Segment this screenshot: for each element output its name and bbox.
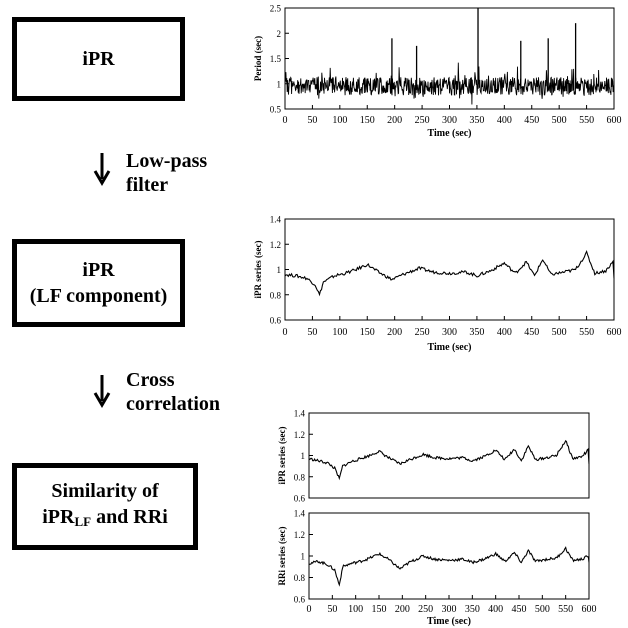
series-line bbox=[308, 546, 590, 587]
x-axis-label: Time (sec) bbox=[428, 342, 472, 353]
x-tick-label: 200 bbox=[395, 604, 410, 615]
x-axis-label: Time (sec) bbox=[427, 616, 471, 627]
x-tick-label: 200 bbox=[387, 327, 402, 338]
ipr-lf-label-1: iPR bbox=[82, 259, 115, 281]
x-tick-label: 550 bbox=[579, 327, 594, 338]
chart-0: 0.5 1 1.5 2 2.5 0 50 100 150 200 250 300 350 400 450 50… bbox=[253, 4, 622, 140]
x-tick-label: 200 bbox=[387, 115, 402, 126]
x-tick-label: 100 bbox=[332, 115, 347, 126]
x-tick-label: 500 bbox=[552, 115, 567, 126]
y-tick-label: 1 bbox=[301, 451, 306, 461]
y-tick-label: 1.2 bbox=[294, 530, 305, 540]
y-tick-label: 0.6 bbox=[294, 494, 306, 504]
step-cross-correlation: Cross correlation bbox=[126, 368, 220, 416]
chart-3: 0.6 0.8 1 1.2 1.4 0 50 100 150 200 250 300 350 400 450… bbox=[277, 509, 597, 628]
similarity-label-1: Similarity of bbox=[51, 480, 159, 502]
y-axis-label: iPR series (sec) bbox=[253, 241, 263, 299]
y-tick-label: 2.5 bbox=[270, 4, 282, 14]
x-tick-label: 250 bbox=[418, 604, 433, 615]
y-axis-label: iPR series (sec) bbox=[277, 427, 287, 485]
x-tick-label: 350 bbox=[465, 604, 480, 615]
ipr-lf-label-2: (LF component) bbox=[29, 285, 168, 307]
x-tick-label: 450 bbox=[524, 115, 539, 126]
series-line bbox=[284, 62, 615, 105]
x-tick-label: 100 bbox=[348, 604, 363, 615]
ipr-lf-box: iPR (LF component) bbox=[12, 239, 185, 327]
y-tick-label: 0.8 bbox=[294, 573, 306, 583]
plot-frame bbox=[308, 412, 590, 499]
x-tick-label: 300 bbox=[442, 115, 457, 126]
similarity-ipr: iPR bbox=[42, 506, 75, 528]
x-tick-label: 0 bbox=[307, 604, 312, 615]
step-low-pass-line2: filter bbox=[126, 174, 169, 196]
x-tick-label: 500 bbox=[552, 327, 567, 338]
plot-frame bbox=[308, 512, 590, 600]
x-tick-label: 150 bbox=[372, 604, 387, 615]
y-tick-label: 0.8 bbox=[270, 290, 282, 300]
x-tick-label: 400 bbox=[497, 115, 512, 126]
y-tick-label: 1 bbox=[277, 79, 282, 89]
x-tick-label: 400 bbox=[488, 604, 503, 615]
step-cross-line2: correlation bbox=[126, 393, 221, 415]
x-tick-label: 50 bbox=[307, 115, 317, 126]
chart-2: 0.6 0.8 1 1.2 1.4 iPR series (sec) bbox=[277, 409, 590, 504]
y-tick-label: 1 bbox=[301, 552, 306, 562]
similarity-sub: LF bbox=[74, 514, 92, 529]
x-tick-label: 250 bbox=[415, 327, 430, 338]
ipr-box: iPR bbox=[12, 17, 185, 101]
x-tick-label: 50 bbox=[327, 604, 337, 615]
y-tick-label: 0.8 bbox=[294, 472, 306, 482]
x-tick-label: 600 bbox=[607, 327, 622, 338]
x-tick-label: 450 bbox=[524, 327, 539, 338]
y-tick-label: 1.4 bbox=[270, 215, 282, 225]
y-tick-label: 1.5 bbox=[270, 54, 282, 64]
x-tick-label: 300 bbox=[442, 327, 457, 338]
x-tick-label: 300 bbox=[442, 604, 457, 615]
similarity-rri: and RRi bbox=[91, 506, 168, 528]
step-cross-line1: Cross bbox=[126, 369, 175, 391]
x-tick-label: 550 bbox=[579, 115, 594, 126]
x-tick-label: 100 bbox=[332, 327, 347, 338]
y-tick-label: 0.6 bbox=[294, 595, 306, 605]
x-tick-label: 250 bbox=[415, 115, 430, 126]
step-low-pass-line1: Low-pass bbox=[126, 150, 208, 172]
similarity-label-2: iPRLF and RRi bbox=[42, 504, 168, 535]
x-tick-label: 550 bbox=[558, 604, 573, 615]
x-tick-label: 0 bbox=[283, 327, 288, 338]
similarity-box: Similarity of iPRLF and RRi bbox=[12, 463, 198, 550]
x-tick-label: 150 bbox=[360, 327, 375, 338]
down-arrow-icon bbox=[93, 153, 111, 192]
x-axis-label: Time (sec) bbox=[428, 128, 472, 139]
x-tick-label: 50 bbox=[307, 327, 317, 338]
y-tick-label: 1.2 bbox=[294, 430, 305, 440]
chart-1: 0.6 0.8 1 1.2 1.4 0 50 100 150 200 250 300 350 400 450… bbox=[253, 215, 622, 354]
plot-frame bbox=[284, 7, 615, 110]
series-line bbox=[284, 250, 615, 297]
y-tick-label: 0.5 bbox=[270, 105, 282, 115]
x-tick-label: 150 bbox=[360, 115, 375, 126]
x-tick-label: 450 bbox=[512, 604, 527, 615]
step-low-pass: Low-pass filter bbox=[126, 149, 207, 197]
y-tick-label: 1.2 bbox=[270, 240, 281, 250]
series-line bbox=[308, 439, 590, 481]
y-tick-label: 2 bbox=[277, 29, 282, 39]
y-tick-label: 1.4 bbox=[294, 509, 306, 519]
x-tick-label: 0 bbox=[283, 115, 288, 126]
down-arrow-icon bbox=[93, 375, 111, 414]
x-tick-label: 400 bbox=[497, 327, 512, 338]
plot-frame bbox=[284, 218, 615, 321]
x-tick-label: 600 bbox=[582, 604, 597, 615]
y-axis-label: Period (sec) bbox=[253, 36, 263, 81]
x-tick-label: 500 bbox=[535, 604, 550, 615]
y-tick-label: 1 bbox=[277, 265, 282, 275]
ipr-box-label: iPR bbox=[82, 48, 115, 70]
y-tick-label: 0.6 bbox=[270, 316, 282, 326]
x-tick-label: 600 bbox=[607, 115, 622, 126]
y-axis-label: RRi series (sec) bbox=[277, 527, 287, 586]
x-tick-label: 350 bbox=[469, 327, 484, 338]
y-tick-label: 1.4 bbox=[294, 409, 306, 419]
x-tick-label: 350 bbox=[469, 115, 484, 126]
